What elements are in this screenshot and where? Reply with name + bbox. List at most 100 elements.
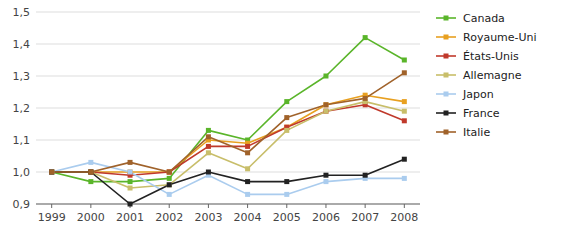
- point: [323, 109, 328, 114]
- point: [128, 202, 133, 207]
- point: [167, 170, 172, 175]
- legend-label: États-Unis: [463, 50, 519, 63]
- grid-line: [36, 204, 420, 205]
- point: [323, 179, 328, 184]
- point: [128, 170, 133, 175]
- point: [49, 170, 54, 175]
- point: [88, 179, 93, 184]
- point: [363, 35, 368, 40]
- series-line: [52, 162, 405, 194]
- legend-label: France: [463, 107, 500, 120]
- y-tick-label: 1,2: [13, 102, 31, 115]
- x-tick-label: 2008: [390, 211, 418, 224]
- legend-marker: [444, 73, 449, 78]
- y-tick-label: 1,4: [13, 38, 31, 51]
- point: [49, 170, 54, 175]
- point: [363, 96, 368, 101]
- legend-label: Allemagne: [463, 69, 522, 82]
- legend-marker: [444, 130, 449, 135]
- point: [206, 128, 211, 133]
- point: [284, 179, 289, 184]
- grid-line: [36, 76, 420, 77]
- grid-line: [36, 140, 420, 141]
- y-tick-label: 1,1: [13, 134, 31, 147]
- legend: Canada Royaume-Uni États-Unis Allemagne Japo…: [436, 12, 537, 139]
- point: [49, 170, 54, 175]
- x-tick-label: 2002: [155, 211, 183, 224]
- point: [88, 170, 93, 175]
- point: [167, 182, 172, 187]
- x-tick-label: 2005: [273, 211, 301, 224]
- x-tick: [51, 204, 52, 208]
- x-tick-label: 2000: [77, 211, 105, 224]
- point: [206, 144, 211, 149]
- point: [402, 118, 407, 123]
- point: [284, 128, 289, 133]
- chart: 0,9 1,0 1,1 1,2 1,3 1,4 1,5 1999 2000 2001 2002 200…: [0, 0, 569, 231]
- point: [402, 176, 407, 181]
- grid-line: [36, 108, 420, 109]
- legend-label: Italie: [463, 126, 490, 139]
- y-tick-label: 1,3: [13, 70, 31, 83]
- legend-label: Japon: [462, 88, 494, 101]
- legend-marker: [444, 54, 449, 59]
- point: [402, 109, 407, 114]
- point: [402, 58, 407, 63]
- point: [206, 134, 211, 139]
- x-tick-label: 2001: [116, 211, 144, 224]
- point: [88, 170, 93, 175]
- point: [128, 179, 133, 184]
- markers: [49, 35, 407, 206]
- x-tick: [286, 204, 287, 208]
- point: [167, 182, 172, 187]
- y-tick-label: 0,9: [13, 198, 31, 211]
- legend-marker: [444, 111, 449, 116]
- x-tick: [325, 204, 326, 208]
- x-tick: [90, 204, 91, 208]
- point: [49, 170, 54, 175]
- point: [167, 176, 172, 181]
- point: [128, 170, 133, 175]
- y-tick-label: 1,0: [13, 166, 31, 179]
- point: [206, 170, 211, 175]
- point: [323, 102, 328, 107]
- point: [167, 170, 172, 175]
- legend-label: Canada: [463, 12, 505, 25]
- legend-label: Royaume-Uni: [463, 31, 537, 44]
- point: [88, 170, 93, 175]
- legend-marker: [444, 16, 449, 21]
- x-tick-label: 1999: [38, 211, 66, 224]
- x-tick: [169, 204, 170, 208]
- point: [245, 179, 250, 184]
- series-line: [52, 105, 405, 175]
- x-axis: [36, 204, 420, 205]
- series-line: [52, 159, 405, 204]
- point: [323, 102, 328, 107]
- point: [49, 170, 54, 175]
- grid-line: [36, 12, 420, 13]
- point: [206, 150, 211, 155]
- x-tick: [404, 204, 405, 208]
- point: [128, 160, 133, 165]
- point: [167, 170, 172, 175]
- y-tick-label: 1,5: [13, 6, 31, 19]
- x-tick: [247, 204, 248, 208]
- x-tick-label: 2007: [351, 211, 379, 224]
- point: [88, 170, 93, 175]
- point: [363, 173, 368, 178]
- point: [323, 74, 328, 79]
- point: [245, 166, 250, 171]
- point: [245, 150, 250, 155]
- point: [284, 99, 289, 104]
- legend-marker: [444, 35, 449, 40]
- x-tick-label: 2003: [194, 211, 222, 224]
- lines: [52, 38, 405, 204]
- x-tick: [365, 204, 366, 208]
- grid-line: [36, 44, 420, 45]
- point: [284, 115, 289, 120]
- x-tick-label: 2004: [234, 211, 262, 224]
- series-line: [52, 73, 405, 172]
- legend-marker: [444, 92, 449, 97]
- point: [49, 170, 54, 175]
- point: [245, 192, 250, 197]
